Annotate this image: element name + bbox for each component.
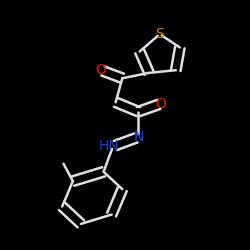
Text: HN: HN xyxy=(98,140,119,153)
Text: N: N xyxy=(133,130,143,144)
Text: O: O xyxy=(156,96,166,110)
Text: S: S xyxy=(156,27,164,41)
Text: O: O xyxy=(96,63,106,77)
